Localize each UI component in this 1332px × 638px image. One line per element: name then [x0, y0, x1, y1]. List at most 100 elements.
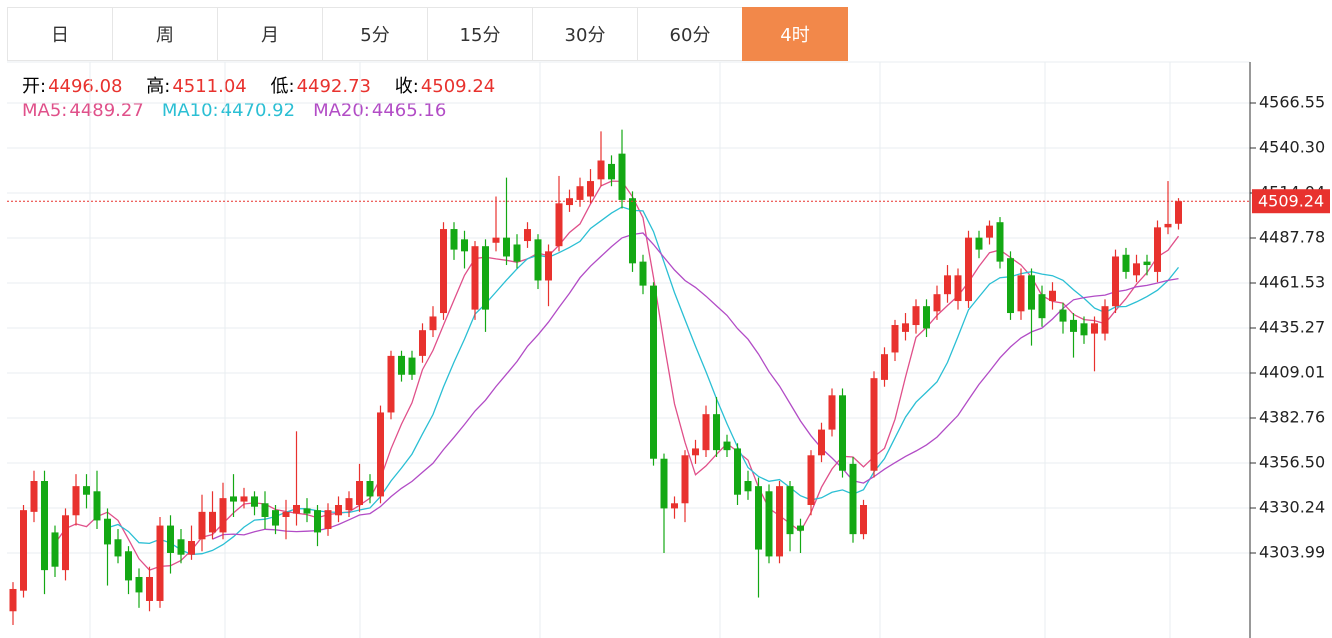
candle-body: [576, 186, 584, 200]
ma-value: 4489.27: [69, 100, 144, 121]
candle-body: [20, 510, 27, 591]
value: 4492.73: [296, 76, 372, 97]
candle-body: [954, 275, 962, 302]
candle-body: [996, 222, 1004, 262]
candle-body: [93, 491, 101, 521]
candle-body: [135, 576, 143, 593]
tab[interactable]: 月: [217, 7, 323, 61]
candle-body: [440, 229, 447, 314]
candle-body: [555, 203, 563, 247]
ma-label: MA10:: [161, 100, 219, 121]
candle-body: [1101, 306, 1109, 334]
candle-body: [1059, 309, 1067, 322]
candle-body: [471, 246, 479, 310]
candle-body: [755, 486, 762, 550]
candle-body: [1112, 256, 1119, 307]
candle-body: [1049, 290, 1056, 302]
candle-body: [965, 237, 972, 302]
label: 开:: [22, 76, 47, 97]
tab[interactable]: 30分: [532, 7, 638, 61]
candle-body: [692, 448, 699, 456]
candle-body: [356, 481, 363, 505]
candle-body: [1080, 323, 1088, 336]
candle-body: [324, 510, 332, 529]
candle-body: [986, 225, 993, 238]
candle-body: [902, 323, 909, 332]
candle-body: [408, 357, 416, 375]
candle-body: [398, 355, 405, 375]
candle-body: [881, 354, 888, 380]
candle-body: [1175, 201, 1182, 224]
candle-body: [629, 198, 636, 264]
candle-body: [450, 229, 458, 250]
candle-body: [219, 498, 227, 533]
candle-body: [681, 455, 689, 504]
candle-body: [62, 515, 69, 571]
candle-body: [314, 510, 321, 533]
candle-body: [156, 525, 164, 601]
candle-body: [282, 511, 290, 517]
candle-body: [639, 261, 647, 286]
candle-body: [9, 588, 17, 612]
candle-body: [713, 414, 720, 451]
candle-body: [30, 481, 38, 512]
candle-body: [482, 246, 489, 310]
candle-body: [786, 486, 794, 535]
price-label: 4509.24: [1258, 192, 1324, 211]
candle-body: [818, 429, 825, 456]
candle-body: [587, 181, 594, 197]
candle-body: [944, 275, 951, 295]
candle-body: [618, 153, 626, 200]
ma-value: 4465.16: [371, 100, 447, 121]
candle-body: [230, 496, 237, 502]
candle-body: [198, 511, 206, 540]
ma-line: [212, 232, 1179, 540]
candle-body: [83, 486, 90, 495]
ma-header: MA5: 4489.27 MA10: 4470.92 MA20: 4465.16: [22, 100, 464, 121]
candle-body: [776, 486, 783, 557]
candle-body: [671, 503, 678, 509]
candle-body: [891, 325, 899, 353]
candle-body: [1028, 275, 1035, 310]
candle-body: [366, 481, 374, 497]
candle-body: [734, 448, 741, 495]
candle-body: [744, 481, 752, 492]
tab[interactable]: 周: [112, 7, 218, 61]
candle-body: [566, 198, 573, 206]
label: 收:: [394, 76, 419, 97]
value: 4509.24: [420, 76, 496, 97]
tab[interactable]: 15分: [427, 7, 533, 61]
ma-line: [54, 180, 1180, 571]
candle-body: [545, 251, 552, 281]
candle-body: [975, 237, 983, 250]
tab[interactable]: 4时: [742, 7, 848, 61]
ma-value: 4470.92: [220, 100, 296, 121]
candle-body: [1154, 227, 1161, 272]
label: 低:: [270, 76, 295, 97]
y-tick-label: 4382.76: [1259, 408, 1325, 427]
ma-label: MA5:: [22, 100, 68, 121]
candle-body: [933, 294, 941, 312]
candle-body: [461, 239, 468, 252]
candle-body: [923, 306, 930, 329]
candle-body: [524, 229, 531, 242]
tab[interactable]: 日: [7, 7, 113, 61]
period-tabs: 日周月 5分 15分 30分 60分 4时: [7, 7, 848, 61]
tab[interactable]: 60分: [637, 7, 743, 61]
y-tick-label: 4330.24: [1259, 498, 1325, 517]
candle-body: [1133, 263, 1140, 276]
candle-body: [1007, 258, 1014, 314]
y-tick-label: 4566.55: [1259, 92, 1325, 111]
candle-body: [839, 395, 846, 471]
candle-body: [261, 503, 269, 517]
tab[interactable]: 5分: [322, 7, 428, 61]
price-box: [1252, 189, 1330, 214]
candle-body: [1038, 294, 1046, 319]
candle-body: [723, 441, 731, 451]
y-tick-label: 4435.27: [1259, 318, 1325, 337]
candle-body: [849, 463, 857, 535]
candle-body: [513, 244, 521, 262]
candle-body: [177, 539, 185, 555]
candle-body: [503, 237, 510, 257]
y-tick-label: 4303.99: [1259, 543, 1325, 562]
